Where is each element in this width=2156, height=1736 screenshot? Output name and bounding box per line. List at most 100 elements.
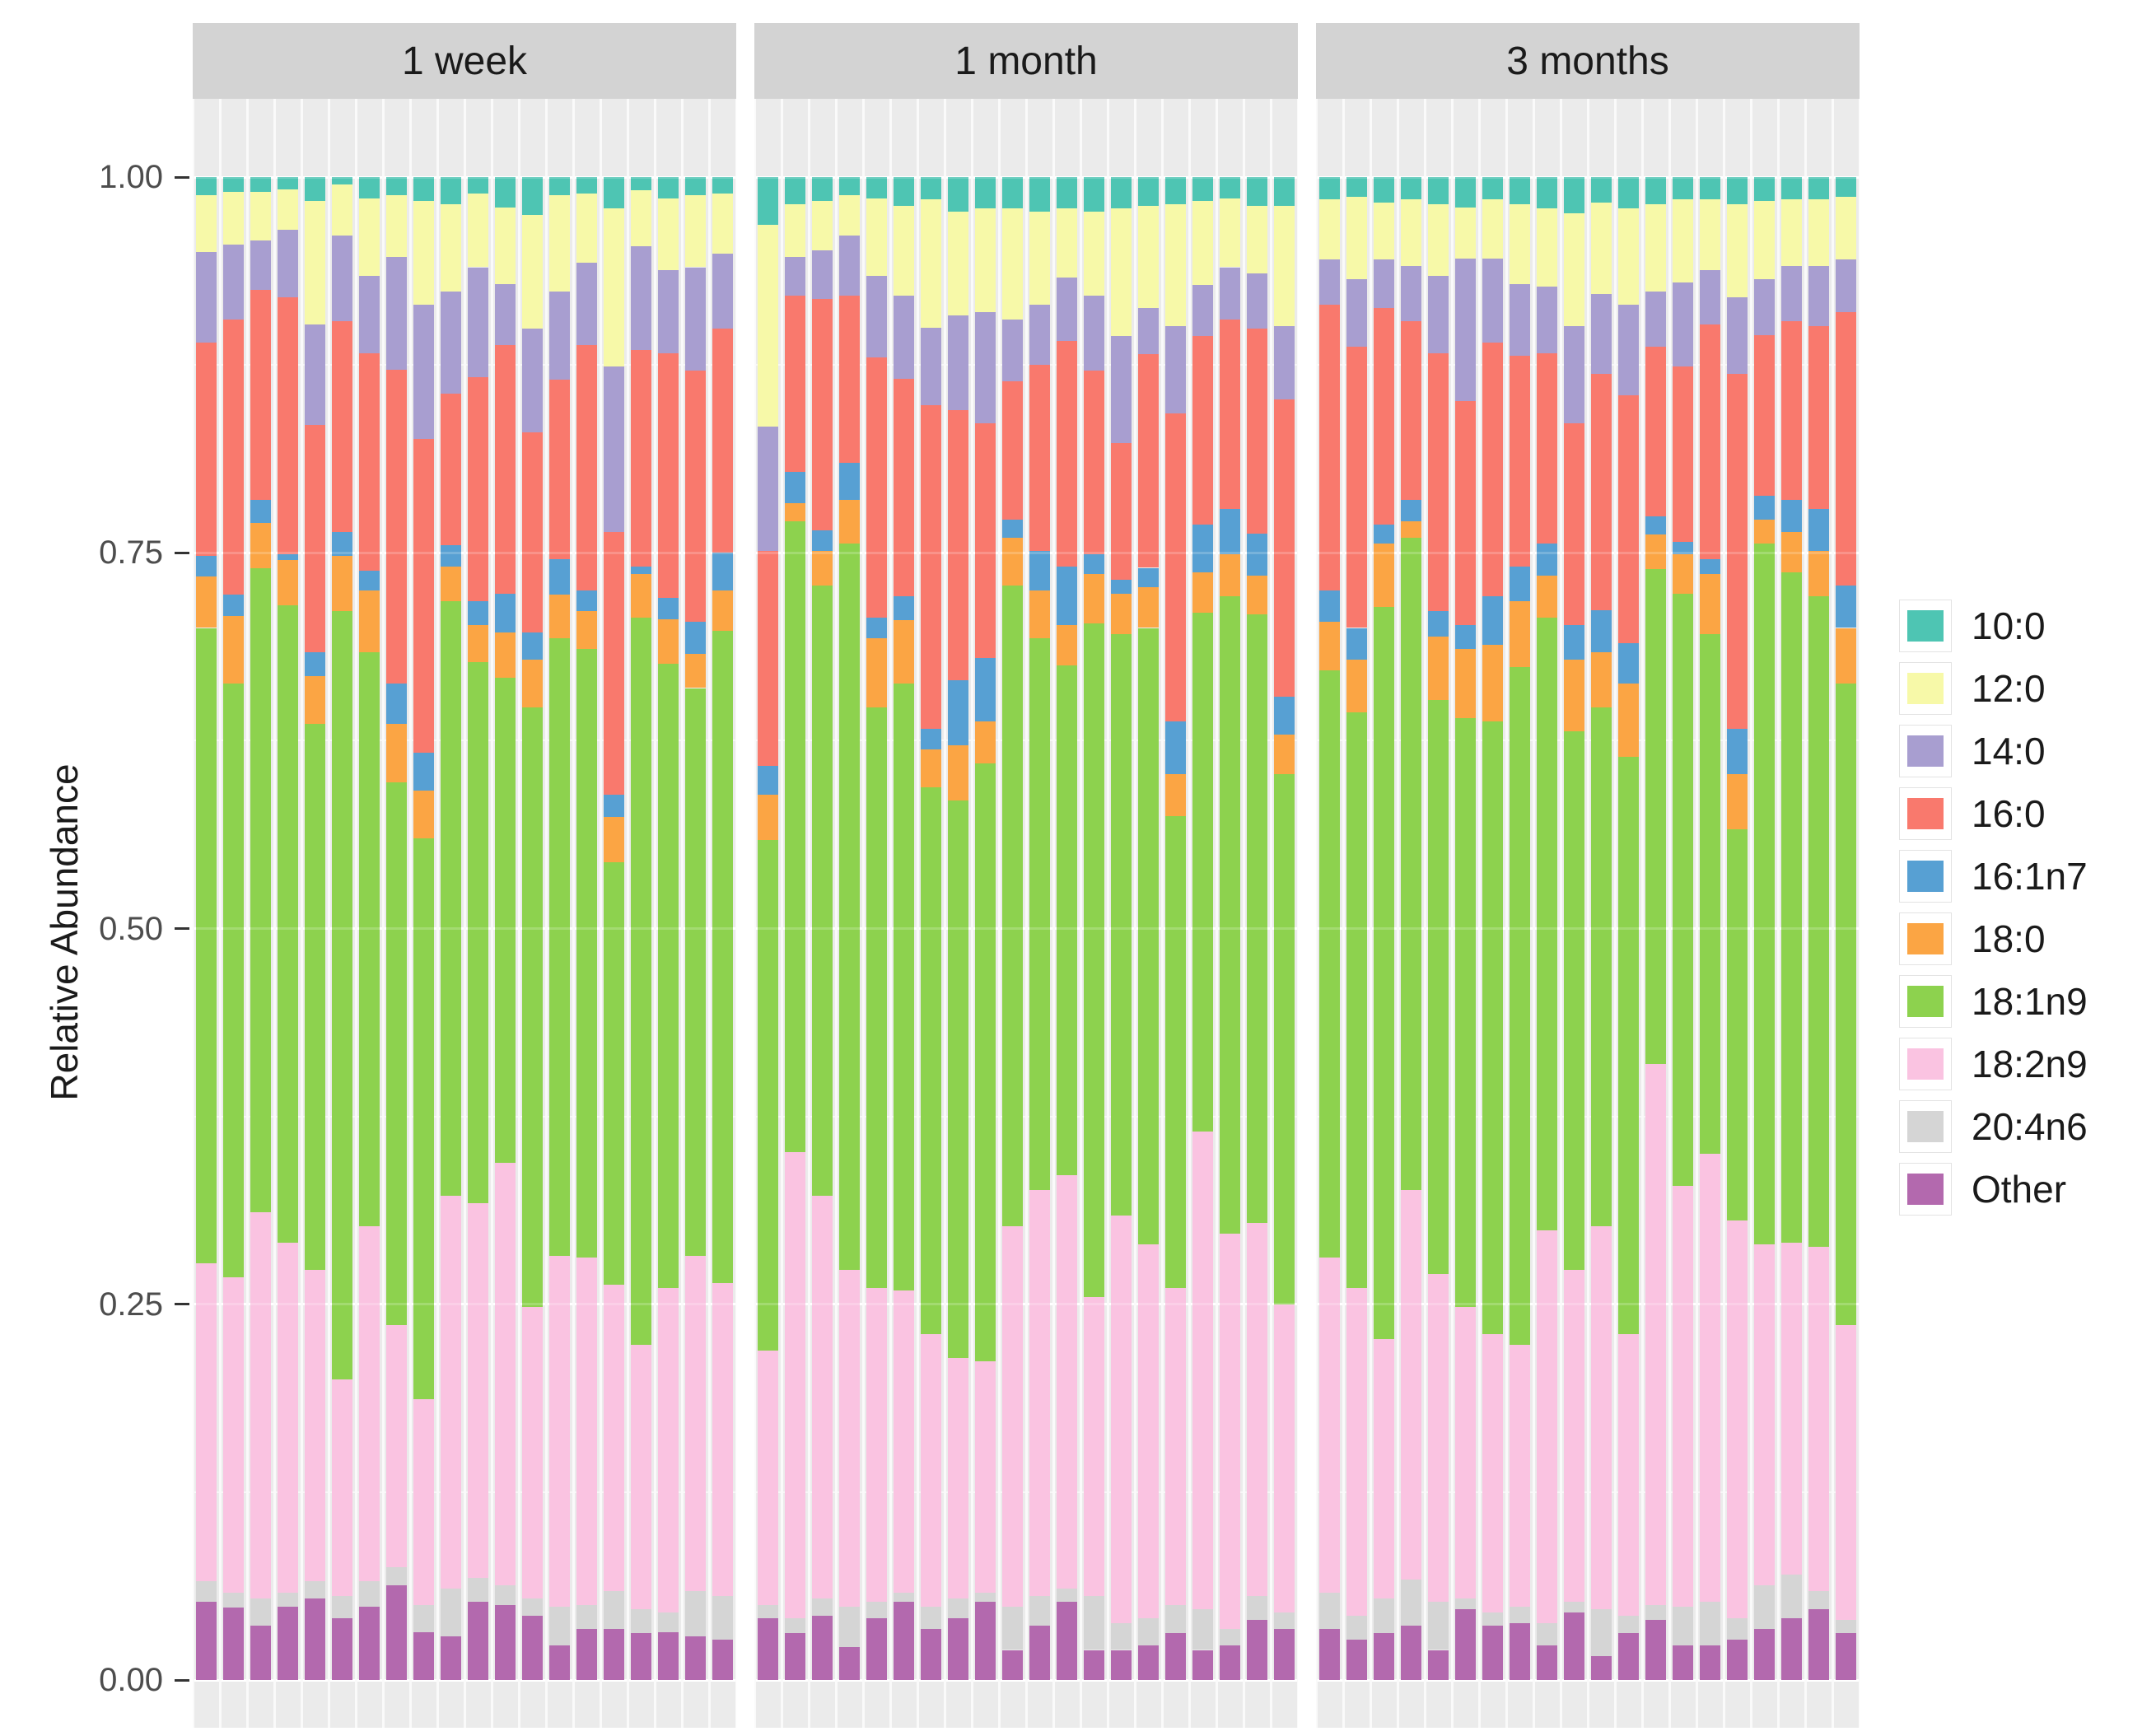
bar-segment-14:0 xyxy=(658,270,679,353)
bar-segment-Other xyxy=(1564,1612,1584,1680)
y-axis-tick-mark xyxy=(175,1678,189,1682)
bar-segment-10:0 xyxy=(685,177,706,195)
gridline-vertical xyxy=(245,99,249,1728)
bar-segment-20:4n6 xyxy=(1084,1595,1104,1650)
bar-segment-18:0 xyxy=(1618,684,1639,758)
bar-segment-14:0 xyxy=(1727,297,1748,375)
bar-segment-14:0 xyxy=(1700,270,1720,324)
bar-segment-16:1n7 xyxy=(1645,516,1666,535)
bar-segment-10:0 xyxy=(1727,177,1748,204)
bar-segment-16:1n7 xyxy=(1727,728,1748,774)
bar-segment-16:0 xyxy=(921,405,941,729)
bar-segment-14:0 xyxy=(921,327,941,406)
bar-segment-14:0 xyxy=(413,305,434,439)
bar-segment-16:0 xyxy=(468,376,488,601)
bar-segment-18:0 xyxy=(250,522,271,568)
bar-segment-14:0 xyxy=(712,254,733,329)
bar-segment-18:0 xyxy=(522,659,543,708)
bar-segment-14:0 xyxy=(758,426,778,552)
bar-segment-16:0 xyxy=(1220,320,1240,510)
bar-segment-18:1n9 xyxy=(712,631,733,1284)
gridline-vertical xyxy=(1188,99,1191,1728)
bar-segment-12:0 xyxy=(1591,203,1612,295)
legend-label: 18:2n9 xyxy=(1972,1043,2088,1085)
bar-segment-14:0 xyxy=(1220,267,1240,320)
y-axis-tick-mark xyxy=(175,175,189,179)
bar-segment-Other xyxy=(1808,1609,1829,1680)
bar-segment-10:0 xyxy=(1564,177,1584,213)
bar-segment-12:0 xyxy=(685,194,706,268)
gridline-vertical xyxy=(1079,99,1082,1728)
bar-segment-16:1n7 xyxy=(1247,533,1267,576)
bar-segment-10:0 xyxy=(1401,177,1421,200)
gridline-overlay xyxy=(1316,175,1860,179)
bar-segment-18:0 xyxy=(1346,659,1367,712)
gridline-vertical xyxy=(754,99,756,1728)
bar-segment-20:4n6 xyxy=(413,1604,434,1632)
gridline-overlay xyxy=(1316,551,1860,554)
bar-segment-20:4n6 xyxy=(1591,1609,1612,1656)
bar-segment-12:0 xyxy=(921,199,941,328)
legend-label: 16:1n7 xyxy=(1972,855,2088,898)
legend-key xyxy=(1899,725,1952,777)
bar-segment-12:0 xyxy=(1374,203,1394,260)
bar-segment-10:0 xyxy=(839,177,860,195)
bar-segment-10:0 xyxy=(549,177,570,195)
gridline-vertical xyxy=(1269,99,1272,1728)
bar-segment-16:0 xyxy=(685,371,706,623)
bar-segment-18:0 xyxy=(1111,593,1132,634)
bar-segment-20:4n6 xyxy=(1319,1593,1340,1629)
bar-segment-18:0 xyxy=(1645,534,1666,570)
bar-segment-16:0 xyxy=(1700,324,1720,559)
legend-key xyxy=(1899,975,1952,1028)
bar-segment-12:0 xyxy=(1084,211,1104,296)
bar-segment-20:4n6 xyxy=(1510,1606,1530,1623)
bar-segment-Other xyxy=(1781,1618,1802,1680)
bar-segment-16:0 xyxy=(1346,347,1367,628)
bar-segment-10:0 xyxy=(712,177,733,194)
bar-segment-18:2n9 xyxy=(604,1285,624,1592)
bar-segment-18:1n9 xyxy=(278,605,298,1243)
bar-segment-16:1n7 xyxy=(1029,551,1050,590)
bar-segment-18:1n9 xyxy=(685,688,706,1257)
gridline-vertical xyxy=(735,99,736,1728)
bar-segment-18:1n9 xyxy=(1274,773,1295,1304)
bar-segment-14:0 xyxy=(1029,305,1050,366)
bar-segment-18:1n9 xyxy=(1111,633,1132,1216)
bar-segment-12:0 xyxy=(1564,212,1584,326)
y-axis-tick-mark xyxy=(175,927,189,930)
bar-segment-14:0 xyxy=(359,276,380,353)
bar-segment-18:1n9 xyxy=(1645,569,1666,1064)
legend-label: 18:0 xyxy=(1972,917,2046,960)
bar-segment-18:2n9 xyxy=(1346,1287,1367,1616)
bar-segment-18:1n9 xyxy=(1002,586,1023,1226)
bar-segment-16:1n7 xyxy=(1401,500,1421,521)
bar-segment-20:4n6 xyxy=(1029,1595,1050,1626)
bar-segment-12:0 xyxy=(332,184,352,236)
bar-segment-16:0 xyxy=(1401,321,1421,501)
gridline-vertical xyxy=(599,99,602,1728)
bar-segment-12:0 xyxy=(1754,201,1775,280)
bar-segment-16:1n7 xyxy=(1346,628,1367,660)
bar-segment-18:0 xyxy=(1029,590,1050,639)
bar-segment-10:0 xyxy=(1002,177,1023,209)
y-axis-tick-mark xyxy=(175,1303,189,1306)
bar-segment-16:0 xyxy=(1084,371,1104,555)
bar-segment-18:2n9 xyxy=(1165,1287,1186,1605)
bar-segment-14:0 xyxy=(305,324,325,426)
bar-segment-16:1n7 xyxy=(1482,596,1503,645)
bar-segment-10:0 xyxy=(812,177,833,202)
bar-segment-18:0 xyxy=(1247,575,1267,615)
bar-segment-14:0 xyxy=(1138,307,1159,355)
bar-segment-12:0 xyxy=(495,207,516,284)
bar-segment-14:0 xyxy=(1808,265,1829,326)
bar-segment-18:1n9 xyxy=(1138,628,1159,1244)
bar-segment-16:1n7 xyxy=(866,617,887,639)
bar-segment-Other xyxy=(305,1598,325,1680)
bar-segment-18:2n9 xyxy=(278,1242,298,1594)
bar-segment-20:4n6 xyxy=(1192,1609,1213,1650)
gridline-vertical xyxy=(707,99,711,1728)
gridline-vertical xyxy=(1858,99,1860,1728)
bar-segment-Other xyxy=(839,1646,860,1680)
gridline-vertical xyxy=(408,99,412,1728)
